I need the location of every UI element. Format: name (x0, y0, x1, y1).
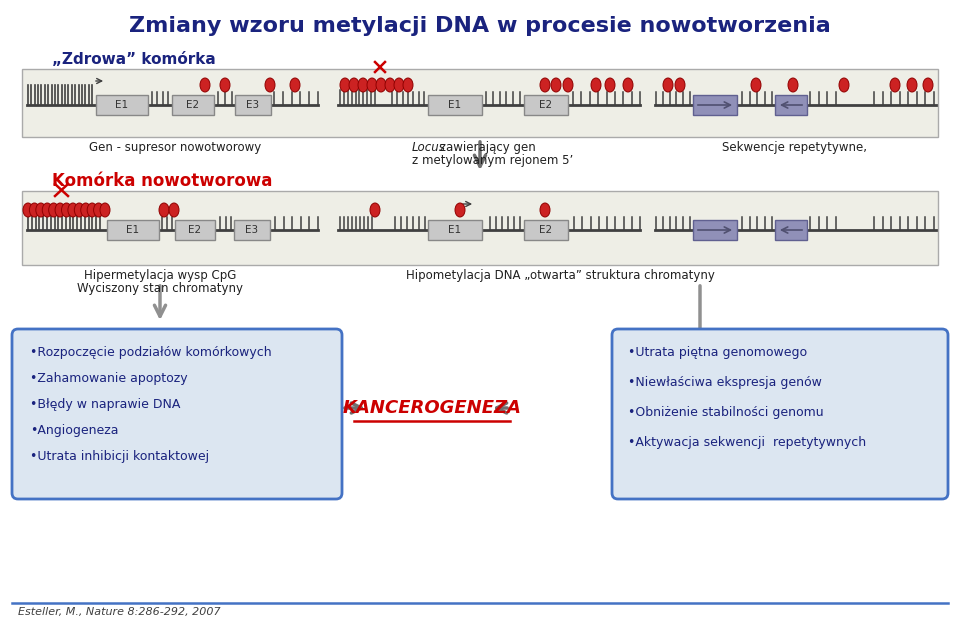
Ellipse shape (675, 78, 685, 92)
Text: Hipermetylacja wysp CpG: Hipermetylacja wysp CpG (84, 269, 236, 282)
Text: •Utrata piętna genomowego: •Utrata piętna genomowego (628, 346, 807, 359)
Ellipse shape (68, 203, 78, 217)
Ellipse shape (455, 203, 465, 217)
Ellipse shape (907, 78, 917, 92)
FancyBboxPatch shape (612, 329, 948, 499)
Ellipse shape (74, 203, 84, 217)
Ellipse shape (623, 78, 633, 92)
Ellipse shape (290, 78, 300, 92)
Bar (175, 220, 215, 240)
Text: Gen - supresor nowotworowy: Gen - supresor nowotworowy (89, 141, 261, 154)
Ellipse shape (30, 203, 39, 217)
Ellipse shape (551, 78, 561, 92)
Text: •Utrata inhibicji kontaktowej: •Utrata inhibicji kontaktowej (30, 450, 209, 463)
Bar (693, 220, 737, 240)
Ellipse shape (890, 78, 900, 92)
Ellipse shape (349, 78, 359, 92)
Text: Komórka nowotworowa: Komórka nowotworowa (52, 172, 273, 190)
Ellipse shape (358, 78, 368, 92)
Bar (524, 220, 568, 240)
Ellipse shape (839, 78, 849, 92)
Text: Esteller, M., Nature 8:286-292, 2007: Esteller, M., Nature 8:286-292, 2007 (18, 607, 221, 617)
Bar (172, 95, 214, 115)
Bar (693, 95, 737, 115)
Bar (428, 95, 482, 115)
Ellipse shape (93, 203, 104, 217)
Text: •Rozpoczęcie podziałów komórkowych: •Rozpoczęcie podziałów komórkowych (30, 346, 272, 359)
Bar (428, 220, 482, 240)
Bar (234, 220, 270, 240)
Bar (22, 191, 938, 265)
Bar (96, 95, 148, 115)
Text: E2: E2 (188, 225, 202, 235)
Text: E2: E2 (186, 100, 200, 110)
Ellipse shape (370, 203, 380, 217)
Ellipse shape (367, 78, 377, 92)
Text: KANCEROGENEZA: KANCEROGENEZA (343, 399, 521, 417)
Text: •Błędy w naprawie DNA: •Błędy w naprawie DNA (30, 398, 180, 411)
Text: E1: E1 (115, 100, 129, 110)
Ellipse shape (788, 78, 798, 92)
Bar (775, 95, 807, 115)
Text: E1: E1 (448, 100, 462, 110)
Ellipse shape (100, 203, 110, 217)
Ellipse shape (751, 78, 761, 92)
Text: E2: E2 (540, 225, 553, 235)
Ellipse shape (61, 203, 71, 217)
Ellipse shape (159, 203, 169, 217)
Text: Sekwencje repetytywne,: Sekwencje repetytywne, (723, 141, 868, 154)
Text: „Zdrowa” komórka: „Zdrowa” komórka (52, 51, 216, 66)
Bar (775, 220, 807, 240)
Ellipse shape (220, 78, 230, 92)
FancyBboxPatch shape (12, 329, 342, 499)
Bar (524, 95, 568, 115)
Text: E2: E2 (540, 100, 553, 110)
Text: •Obniżenie stabilności genomu: •Obniżenie stabilności genomu (628, 406, 824, 419)
Ellipse shape (591, 78, 601, 92)
Ellipse shape (540, 78, 550, 92)
Text: Hipometylacja DNA „otwarta” struktura chromatyny: Hipometylacja DNA „otwarta” struktura ch… (405, 269, 714, 282)
Text: Locus: Locus (412, 141, 445, 154)
Text: •Niewłaściwa ekspresja genów: •Niewłaściwa ekspresja genów (628, 376, 822, 389)
Ellipse shape (403, 78, 413, 92)
Ellipse shape (55, 203, 65, 217)
Text: •Angiogeneza: •Angiogeneza (30, 424, 118, 437)
Ellipse shape (385, 78, 395, 92)
Text: zawierający gen: zawierający gen (436, 141, 536, 154)
Bar (107, 220, 159, 240)
Ellipse shape (605, 78, 615, 92)
Text: E1: E1 (448, 225, 462, 235)
Text: E3: E3 (246, 225, 258, 235)
Ellipse shape (265, 78, 275, 92)
Bar (235, 95, 271, 115)
Ellipse shape (540, 203, 550, 217)
Ellipse shape (663, 78, 673, 92)
Ellipse shape (340, 78, 350, 92)
Bar (22, 69, 938, 137)
Ellipse shape (87, 203, 97, 217)
Ellipse shape (81, 203, 91, 217)
Text: •Zahamowanie apoptozy: •Zahamowanie apoptozy (30, 372, 187, 385)
Ellipse shape (49, 203, 59, 217)
Text: E1: E1 (127, 225, 139, 235)
Ellipse shape (36, 203, 46, 217)
Ellipse shape (23, 203, 33, 217)
Ellipse shape (563, 78, 573, 92)
Ellipse shape (42, 203, 52, 217)
Text: Wyciszony stan chromatyny: Wyciszony stan chromatyny (77, 282, 243, 295)
Ellipse shape (376, 78, 386, 92)
Ellipse shape (394, 78, 404, 92)
Text: •Aktywacja sekwencji  repetytywnych: •Aktywacja sekwencji repetytywnych (628, 436, 866, 449)
Ellipse shape (200, 78, 210, 92)
Ellipse shape (923, 78, 933, 92)
Text: Zmiany wzoru metylacji DNA w procesie nowotworzenia: Zmiany wzoru metylacji DNA w procesie no… (130, 16, 830, 36)
Text: z metylowanym rejonem 5’: z metylowanym rejonem 5’ (412, 154, 573, 167)
Text: E3: E3 (247, 100, 259, 110)
Ellipse shape (169, 203, 179, 217)
